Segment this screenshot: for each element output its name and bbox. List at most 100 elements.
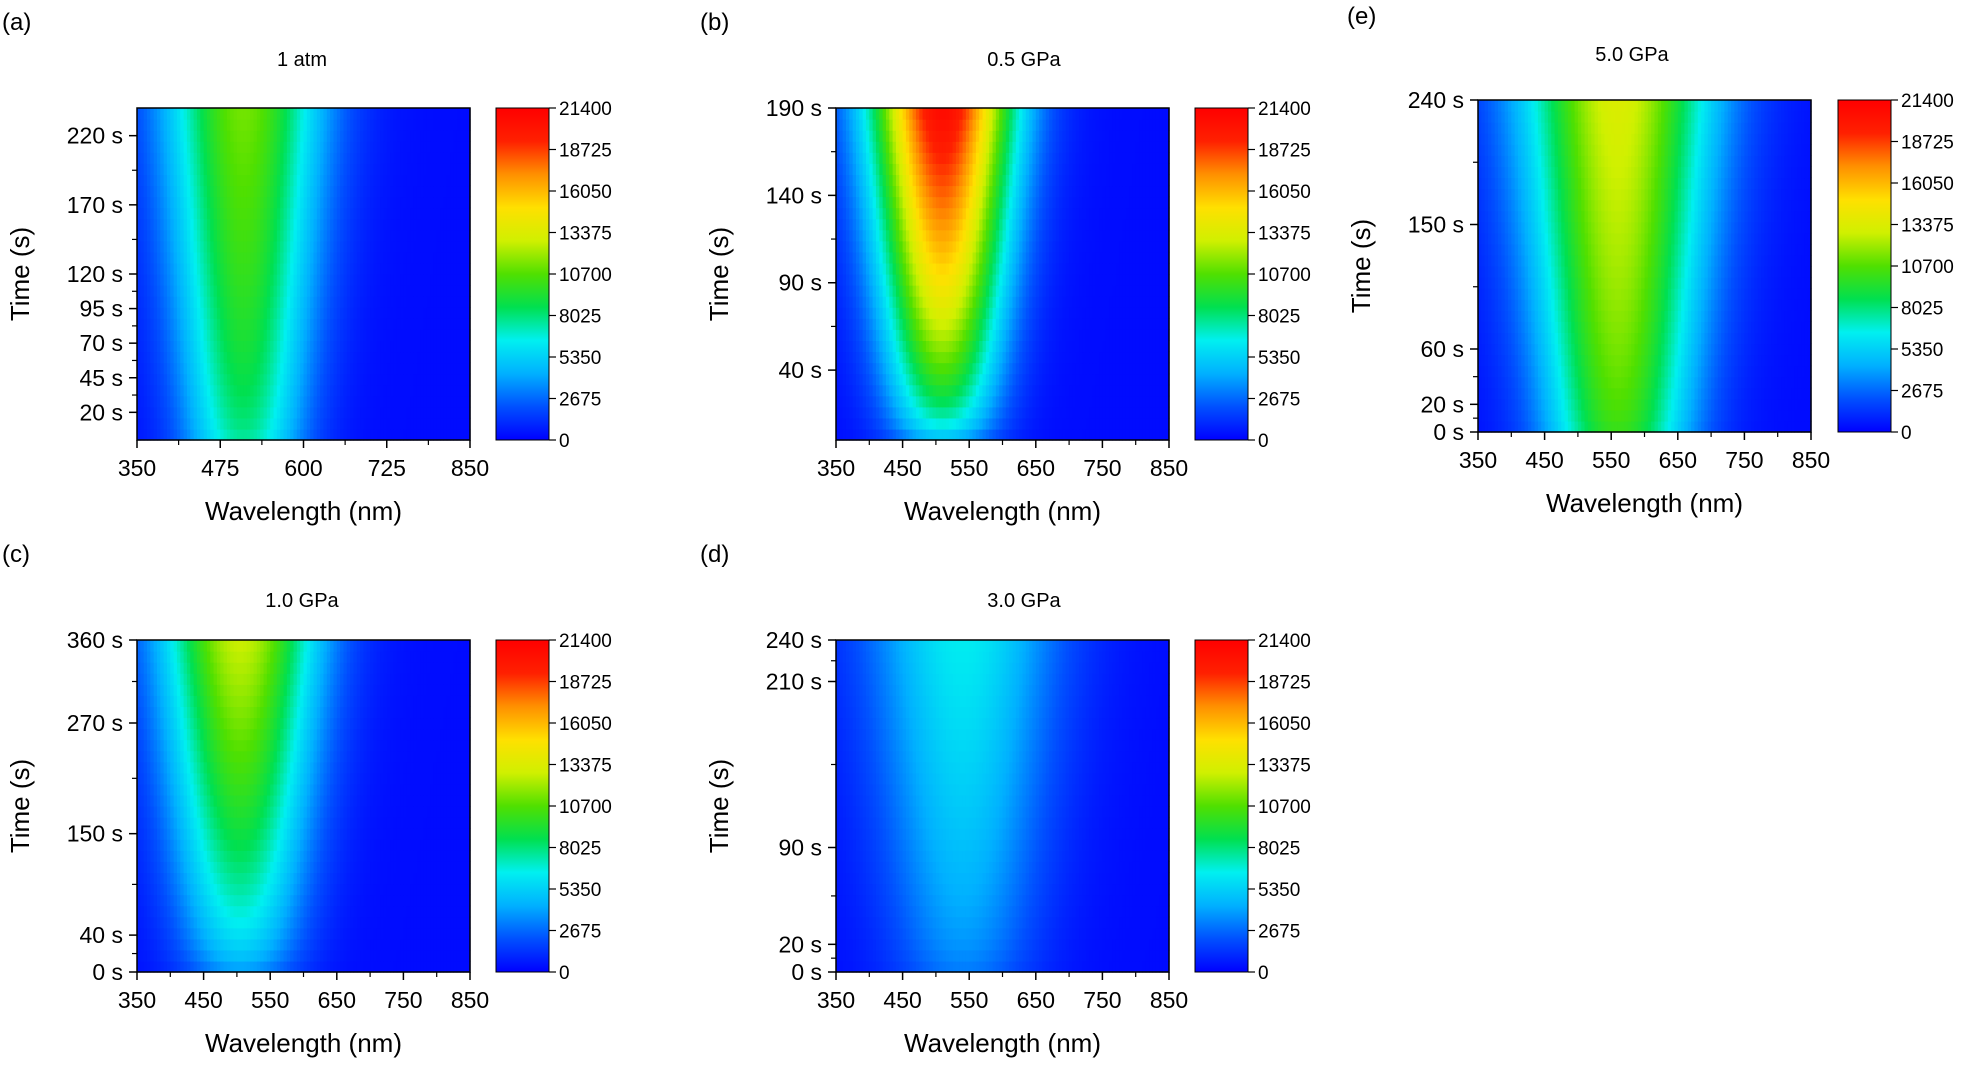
- heatmap-cell: [450, 395, 454, 408]
- heatmap-cell: [143, 340, 148, 353]
- heatmap-cell: [326, 406, 331, 419]
- heatmap-cell: [363, 428, 368, 441]
- heatmap-cell: [190, 351, 195, 364]
- heatmap-cell: [426, 351, 431, 364]
- heatmap-cell: [150, 351, 155, 364]
- heatmap-cell: [360, 417, 365, 430]
- heatmap-cell: [193, 373, 198, 386]
- heatmap-cell: [233, 406, 238, 419]
- heatmap-cell: [143, 329, 148, 341]
- heatmap-cell: [263, 428, 268, 441]
- heatmap-cell: [180, 384, 185, 397]
- heatmap-cell: [210, 428, 215, 441]
- heatmap-cell: [273, 395, 278, 408]
- heatmap-cell: [176, 395, 181, 408]
- heatmap-cell: [163, 351, 168, 364]
- heatmap-cell: [356, 406, 361, 419]
- x-tick-label: 475: [201, 455, 239, 481]
- heatmap-cell: [163, 428, 168, 441]
- heatmap-cell: [373, 373, 378, 386]
- heatmap-cell: [183, 351, 188, 364]
- heatmap-cell: [406, 384, 411, 397]
- heatmap-cell: [466, 395, 471, 408]
- heatmap-cell: [290, 384, 295, 397]
- heatmap-cell: [400, 329, 404, 341]
- heatmap-cell: [230, 417, 235, 430]
- heatmap-cell: [173, 340, 178, 353]
- heatmap-cell: [283, 395, 288, 408]
- heatmap-cell: [190, 417, 195, 430]
- heatmap-cell: [203, 428, 208, 441]
- heatmap-cell: [443, 384, 448, 397]
- heatmap-cell: [150, 340, 155, 353]
- heatmap-cell: [383, 373, 388, 386]
- heatmap-cell: [220, 384, 225, 397]
- heatmap-cell: [420, 340, 424, 353]
- heatmap-cell: [370, 362, 375, 375]
- heatmap-cell: [173, 373, 178, 386]
- heatmap-cell: [180, 417, 185, 430]
- heatmap-cell: [466, 329, 471, 341]
- heatmap-cell: [313, 428, 318, 441]
- heatmap-cell: [310, 373, 315, 386]
- heatmap-cell: [190, 329, 195, 341]
- heatmap-cell: [336, 384, 341, 397]
- heatmap-cell: [443, 362, 448, 375]
- heatmap-cell: [373, 362, 378, 375]
- colorbar-tick-label: 18725: [559, 141, 612, 162]
- heatmap-cell: [213, 406, 218, 419]
- heatmap-cell: [233, 351, 238, 364]
- heatmap-cell: [236, 351, 241, 364]
- heatmap-cell: [166, 329, 171, 341]
- heatmap-cell: [450, 351, 454, 364]
- heatmap-cell: [463, 384, 468, 397]
- heatmap-cell: [426, 428, 431, 441]
- heatmap-cell: [463, 395, 468, 408]
- heatmap-cell: [170, 384, 175, 397]
- heatmap-cell: [386, 362, 391, 375]
- heatmap-cell: [346, 428, 351, 441]
- heatmap-cell: [260, 406, 265, 419]
- heatmap-cell: [363, 417, 368, 430]
- heatmap-cell: [423, 406, 428, 419]
- heatmap-cell: [156, 351, 161, 364]
- heatmap-cell: [390, 329, 395, 341]
- heatmap-cell: [250, 340, 255, 353]
- heatmap-cell: [406, 362, 411, 375]
- heatmap-cell: [353, 362, 358, 375]
- heatmap-cell: [456, 428, 461, 441]
- heatmap-cell: [340, 406, 345, 419]
- heatmap-cell: [423, 417, 428, 430]
- heatmap-cell: [140, 428, 145, 441]
- heatmap-cell: [293, 351, 298, 364]
- heatmap-cell: [186, 395, 191, 408]
- heatmap-cell: [406, 351, 411, 364]
- heatmap-cell: [356, 384, 361, 397]
- heatmap-cell: [256, 406, 261, 419]
- heatmap-cell: [463, 428, 468, 441]
- heatmap-cell: [203, 340, 208, 353]
- heatmap-cell: [213, 373, 218, 386]
- heatmap-cell: [216, 329, 221, 341]
- heatmap-cell: [410, 373, 414, 386]
- heatmap-cell: [410, 417, 414, 430]
- heatmap-cell: [300, 329, 305, 341]
- panel-title: 1 atm: [277, 49, 327, 71]
- heatmap-cell: [300, 362, 305, 375]
- heatmap-cell: [150, 384, 155, 397]
- heatmap-cell: [373, 340, 378, 353]
- heatmap-cell: [153, 417, 158, 430]
- heatmap-cell: [453, 373, 458, 386]
- heatmap-cell: [433, 373, 438, 386]
- heatmap-cell: [300, 351, 305, 364]
- colorbar-tick-label: 16050: [559, 182, 612, 203]
- heatmap-cell: [460, 329, 464, 341]
- heatmap-cell: [396, 428, 401, 441]
- heatmap-cell: [453, 417, 458, 430]
- heatmap-cell: [163, 340, 168, 353]
- heatmap-cell: [140, 395, 145, 408]
- heatmap-cell: [163, 417, 168, 430]
- heatmap-cell: [366, 373, 371, 386]
- heatmap-cell: [386, 351, 391, 364]
- heatmap-cell: [426, 417, 431, 430]
